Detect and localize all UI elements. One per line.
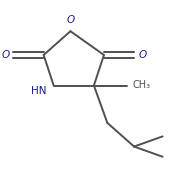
Text: O: O: [1, 50, 9, 60]
Text: O: O: [66, 15, 75, 25]
Text: HN: HN: [32, 86, 47, 96]
Text: O: O: [138, 50, 146, 60]
Text: CH₃: CH₃: [132, 81, 150, 90]
